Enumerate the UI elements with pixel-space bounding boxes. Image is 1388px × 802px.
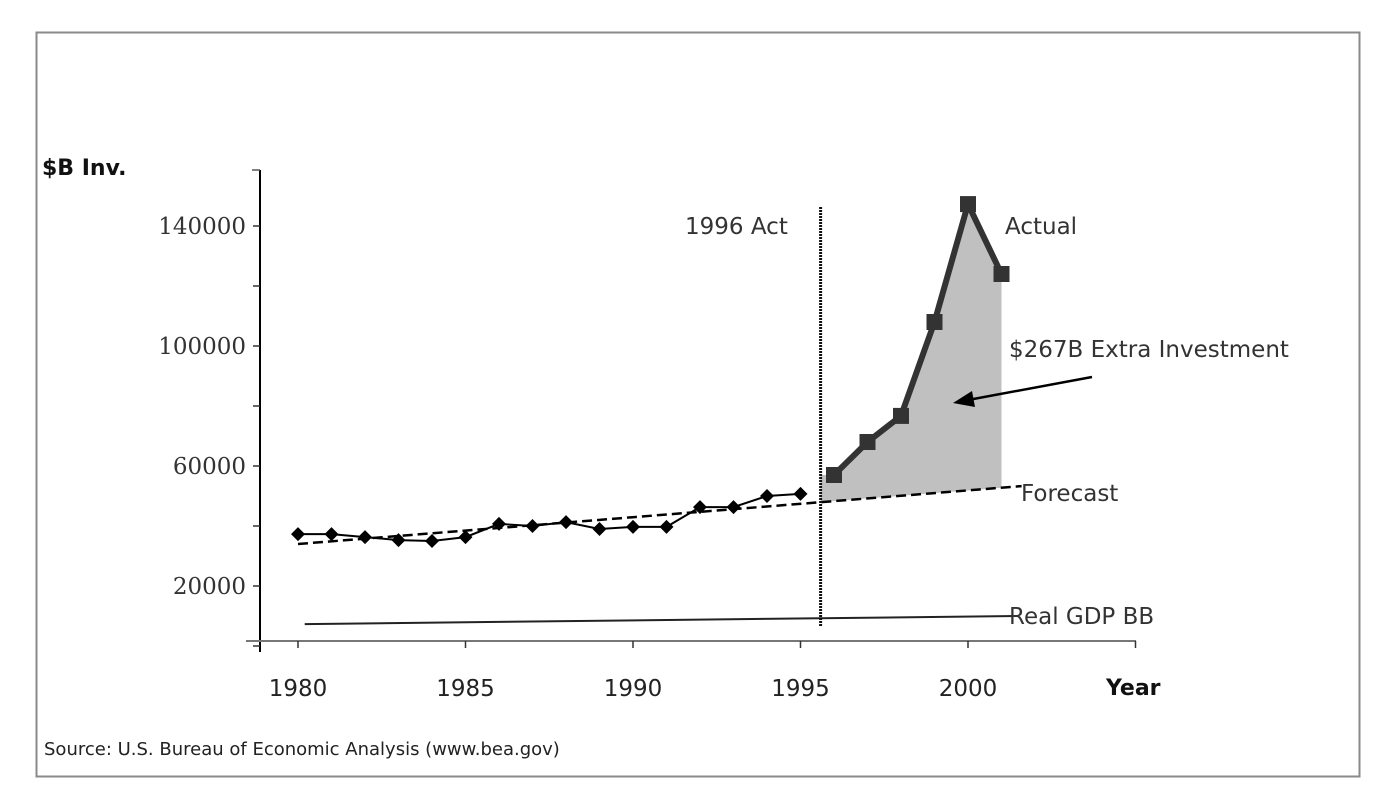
x-tick-label: 1985 xyxy=(436,676,495,702)
x-tick-label: 1995 xyxy=(771,676,830,702)
source-note: Source: U.S. Bureau of Economic Analysis… xyxy=(44,739,560,760)
axes: 140000 100000 60000 20000 1980 1985 1990 1995 20… xyxy=(158,169,1137,702)
historical-point xyxy=(291,527,305,542)
actual-point xyxy=(993,266,1010,282)
y-tick-label: 20000 xyxy=(173,574,246,600)
historical-point xyxy=(391,533,406,548)
historical-point xyxy=(793,486,808,501)
extra-investment-label: $267B Extra Investment xyxy=(1009,337,1289,363)
chart-frame xyxy=(35,31,1361,778)
forecast-line xyxy=(297,484,1022,546)
historical-point xyxy=(559,515,573,530)
real-gdp-line xyxy=(304,615,1019,626)
y-axis-label: $B Inv. xyxy=(42,156,127,181)
forecast-label: Forecast xyxy=(1021,481,1118,507)
actual-label: Actual xyxy=(1005,214,1077,240)
y-tick-label: 100000 xyxy=(158,334,246,360)
historical-line xyxy=(298,492,801,543)
shaded-area-layer xyxy=(820,204,1002,503)
actual-point xyxy=(926,314,943,330)
historical-point xyxy=(626,519,640,534)
vertical-marker-label: 1996 Act xyxy=(685,214,788,240)
extra-investment-area xyxy=(820,204,1002,503)
historical-point xyxy=(726,500,741,515)
x-axis-label: Year xyxy=(1105,676,1161,701)
real-gdp-label: Real GDP BB xyxy=(1009,604,1154,630)
historical-point xyxy=(358,530,372,545)
historical-point xyxy=(425,534,439,548)
historical-point xyxy=(492,516,506,531)
y-tick-label: 60000 xyxy=(173,454,246,480)
y-tick-label: 140000 xyxy=(158,214,246,240)
arrowhead-icon xyxy=(953,391,975,407)
series-layer xyxy=(291,196,1022,626)
actual-point xyxy=(859,434,876,450)
x-tick-label: 1980 xyxy=(269,676,328,702)
x-tick-label: 2000 xyxy=(939,676,998,702)
historical-point xyxy=(324,527,339,542)
actual-point xyxy=(826,467,842,483)
historical-point xyxy=(592,522,607,536)
actual-point xyxy=(960,196,976,213)
historical-point xyxy=(525,519,540,533)
actual-point xyxy=(893,407,909,424)
historical-point xyxy=(760,489,774,503)
historical-point xyxy=(693,500,707,515)
historical-point xyxy=(458,530,473,545)
historical-point xyxy=(659,519,674,534)
x-tick-label: 1990 xyxy=(604,676,663,702)
extra-investment-arrow xyxy=(953,375,1093,407)
